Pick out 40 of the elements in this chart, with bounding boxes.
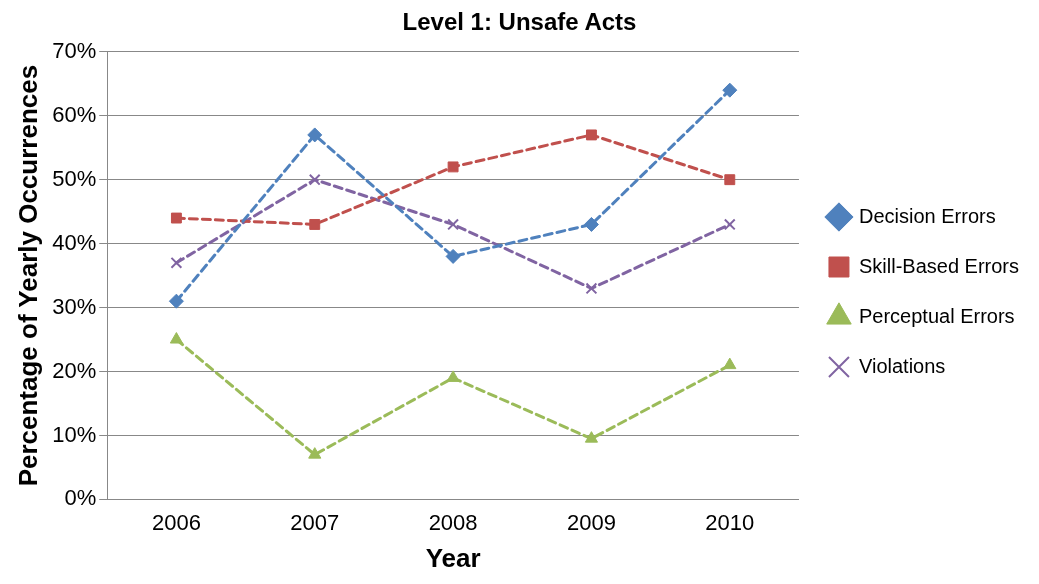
point	[722, 82, 738, 98]
legend-label: Skill-Based Errors	[858, 254, 1020, 277]
y-tick-label: 30%	[52, 293, 97, 319]
y-tick-label: 70%	[52, 37, 97, 63]
point	[584, 431, 599, 443]
point	[723, 218, 736, 231]
x-tick-label: 2008	[428, 509, 478, 535]
x-tick-label: 2010	[705, 509, 755, 535]
point	[170, 256, 183, 269]
x-axis-title: Year	[425, 542, 481, 573]
legend-label: Violations	[858, 354, 946, 377]
point	[170, 212, 182, 224]
point	[585, 129, 597, 141]
y-axis-title: Percentage of Yearly Occurrences	[12, 64, 43, 487]
point	[445, 248, 461, 264]
point	[724, 174, 736, 186]
x-tick-label: 2009	[566, 509, 616, 535]
y-tick-label: 40%	[52, 229, 97, 255]
y-tick-label: 10%	[52, 421, 97, 447]
point	[308, 173, 321, 186]
chart-title: Level 1: Unsafe Acts	[402, 8, 637, 36]
y-tick-label: 20%	[52, 357, 97, 383]
y-tick-label: 60%	[52, 101, 97, 127]
point	[585, 282, 598, 295]
point	[308, 447, 322, 459]
y-tick-label: 0%	[64, 485, 97, 511]
legend-label: Decision Errors	[858, 204, 996, 227]
x-tick-label: 2007	[290, 509, 340, 535]
x-tick-label: 2006	[151, 509, 201, 535]
point	[723, 357, 737, 370]
point	[168, 293, 184, 309]
point	[446, 370, 460, 382]
y-tick-label: 50%	[52, 165, 97, 191]
point	[583, 216, 599, 232]
point	[447, 218, 460, 231]
point	[307, 127, 323, 143]
legend-label: Perceptual Errors	[858, 304, 1015, 327]
point	[309, 219, 321, 230]
point	[169, 332, 183, 344]
point	[447, 161, 459, 173]
